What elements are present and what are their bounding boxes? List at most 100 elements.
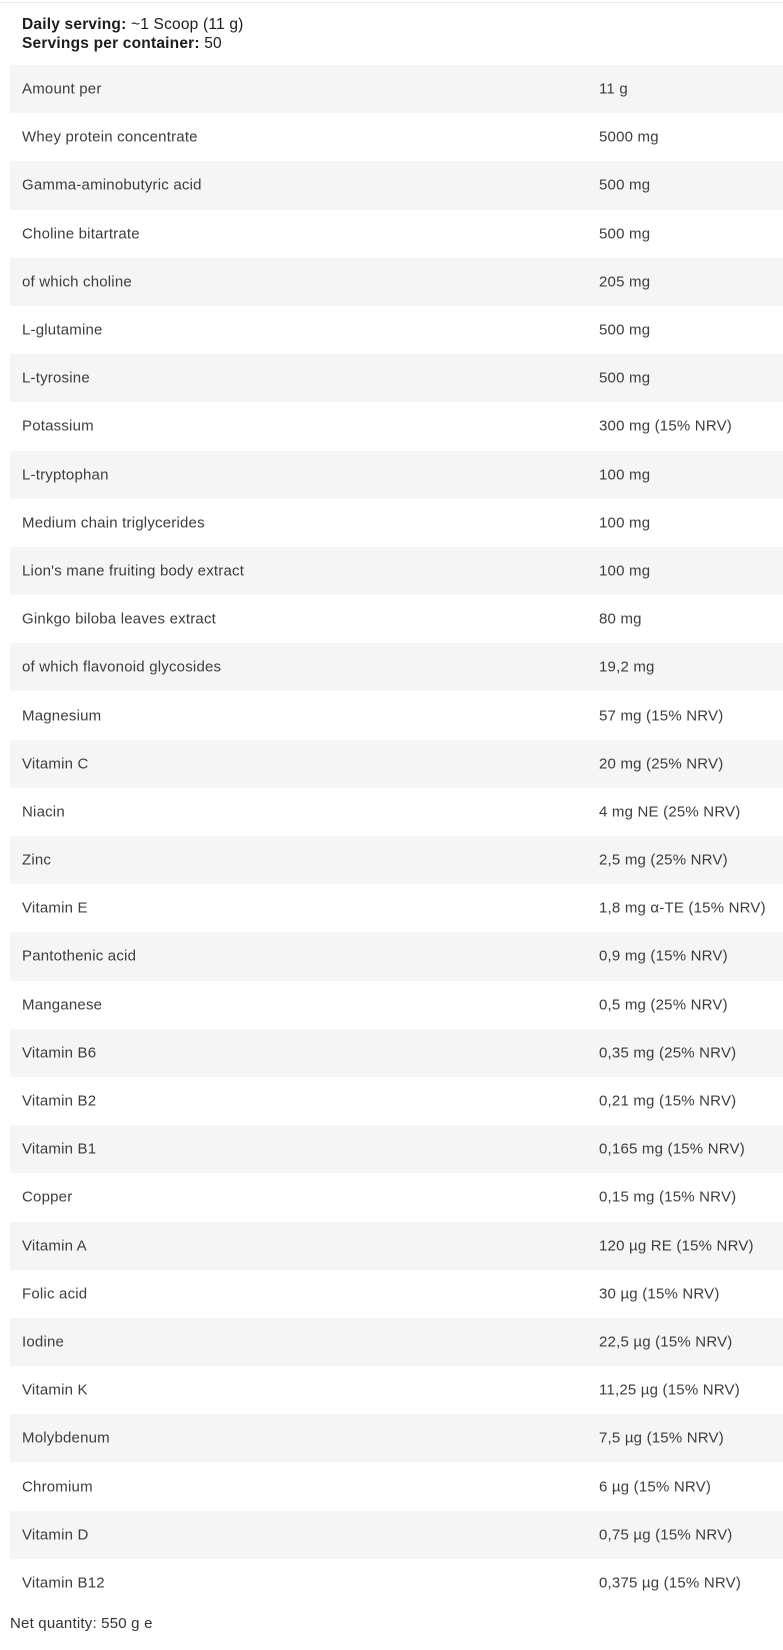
row-label: Vitamin E [22,899,88,917]
row-value: 5000 mg [599,128,659,146]
row-label: L-tryptophan [22,466,109,484]
table-row: Iodine 22,5 µg (15% NRV) [10,1317,783,1367]
row-label: of which flavonoid glycosides [22,658,222,676]
row-value: 0,9 mg (15% NRV) [599,947,728,965]
table-row: Folic acid 30 µg (15% NRV) [10,1269,783,1318]
row-value: 57 mg (15% NRV) [599,707,724,725]
row-label: Iodine [22,1333,65,1351]
table-row: Vitamin C 20 mg (25% NRV) [10,739,783,788]
row-value: 100 mg [599,514,651,532]
daily-serving-line: Daily serving: ~1 Scoop (11 g) [22,16,244,35]
table-row: Vitamin D 0,75 µg (15% NRV) [10,1510,783,1559]
row-value: 0,5 mg (25% NRV) [599,996,728,1014]
row-label: Amount per [22,80,102,98]
row-value: 500 mg [599,225,651,243]
row-value: 11,25 µg (15% NRV) [599,1381,740,1399]
row-label: Ginkgo biloba leaves extract [22,610,217,628]
row-label: L-tyrosine [22,369,90,387]
row-label: Vitamin B12 [22,1574,105,1592]
row-label: Vitamin B6 [22,1044,97,1062]
table-row: Ginkgo biloba leaves extract 80 mg [10,595,783,644]
row-value: 205 mg [599,273,651,291]
table-row: Vitamin B6 0,35 mg (25% NRV) [10,1028,783,1077]
row-label: Vitamin B2 [22,1092,97,1110]
row-value: 80 mg [599,610,642,628]
servings-per-container-label: Servings per container: [22,34,200,52]
row-value: 0,375 µg (15% NRV) [599,1574,742,1592]
table-row: Gamma-aminobutyric acid 500 mg [10,161,783,210]
row-value: 100 mg [599,466,651,484]
row-label: Lion's mane fruiting body extract [22,562,245,580]
table-row: L-tyrosine 500 mg [10,354,783,403]
row-label: Vitamin B1 [22,1140,97,1158]
table-row: Molybdenum 7,5 µg (15% NRV) [10,1414,783,1463]
row-label: Vitamin K [22,1381,88,1399]
row-label: Whey protein concentrate [22,128,198,146]
servings-per-container-line: Servings per container: 50 [22,35,244,54]
row-label: Copper [22,1188,73,1206]
top-divider-line [0,2,783,3]
table-row: L-glutamine 500 mg [10,305,783,355]
table-row: Vitamin E 1,8 mg α-TE (15% NRV) [10,884,783,933]
row-value: 11 g [599,80,628,98]
row-value: 0,15 mg (15% NRV) [599,1188,737,1206]
table-row: Manganese 0,5 mg (25% NRV) [10,980,783,1029]
row-label: Medium chain triglycerides [22,514,205,532]
row-value: 500 mg [599,176,651,194]
table-row: Niacin 4 mg NE (25% NRV) [10,787,783,836]
net-quantity-text: Net quantity: 550 g e [10,1615,153,1632]
daily-serving-label: Daily serving: [22,16,127,33]
table-row: Amount per 11 g [10,65,783,114]
row-label: Vitamin C [22,755,89,773]
servings-per-container-value: 50 [199,34,222,52]
row-label: Choline bitartrate [22,225,140,243]
table-row: Choline bitartrate 500 mg [10,209,783,258]
row-label: Chromium [22,1478,93,1496]
nutrition-facts-table: Amount per 11 g Whey protein concentrate 50… [10,65,783,1607]
table-row: Pantothenic acid 0,9 mg (15% NRV) [10,932,783,981]
table-row: Medium chain triglycerides 100 mg [10,498,783,547]
row-value: 100 mg [599,562,651,580]
row-value: 7,5 µg (15% NRV) [599,1429,724,1447]
daily-serving-value: ~1 Scoop (11 g) [126,16,244,33]
table-row: Vitamin B2 0,21 mg (15% NRV) [10,1076,783,1126]
row-value: 30 µg (15% NRV) [599,1285,720,1303]
row-value: 0,21 mg (15% NRV) [599,1092,737,1110]
table-row: Lion's mane fruiting body extract 100 mg [10,546,783,596]
serving-info-header: Daily serving: ~1 Scoop (11 g) Servings … [22,16,244,53]
table-row: Potassium 300 mg (15% NRV) [10,402,783,451]
table-row: Vitamin A 120 µg RE (15% NRV) [10,1221,783,1270]
row-value: 0,35 mg (25% NRV) [599,1044,737,1062]
row-value: 22,5 µg (15% NRV) [599,1333,733,1351]
row-label: Folic acid [22,1285,88,1303]
table-row: Chromium 6 µg (15% NRV) [10,1462,783,1511]
row-label: Vitamin A [22,1237,87,1255]
row-label: L-glutamine [22,321,103,339]
row-value: 2,5 mg (25% NRV) [599,851,728,869]
row-value: 120 µg RE (15% NRV) [599,1237,754,1255]
table-row: Whey protein concentrate 5000 mg [10,113,783,162]
table-row: of which choline 205 mg [10,257,783,306]
row-label: Magnesium [22,707,102,725]
row-label: Molybdenum [22,1429,110,1447]
row-label: Vitamin D [22,1526,89,1544]
row-value: 4 mg NE (25% NRV) [599,803,741,821]
row-label: Niacin [22,803,65,821]
row-value: 300 mg (15% NRV) [599,417,732,435]
row-value: 6 µg (15% NRV) [599,1478,712,1496]
row-value: 0,165 mg (15% NRV) [599,1140,745,1158]
row-label: Zinc [22,851,52,869]
table-row: Zinc 2,5 mg (25% NRV) [10,836,783,885]
row-label: Gamma-aminobutyric acid [22,176,202,194]
row-label: Manganese [22,996,103,1014]
row-label: Potassium [22,417,94,435]
row-value: 500 mg [599,369,651,387]
table-row: Copper 0,15 mg (15% NRV) [10,1173,783,1222]
row-value: 1,8 mg α-TE (15% NRV) [599,899,766,917]
row-label: Pantothenic acid [22,947,137,965]
table-row: L-tryptophan 100 mg [10,450,783,499]
row-value: 19,2 mg [599,658,655,676]
row-value: 0,75 µg (15% NRV) [599,1526,733,1544]
row-value: 500 mg [599,321,651,339]
table-row: Vitamin B1 0,165 mg (15% NRV) [10,1125,783,1174]
